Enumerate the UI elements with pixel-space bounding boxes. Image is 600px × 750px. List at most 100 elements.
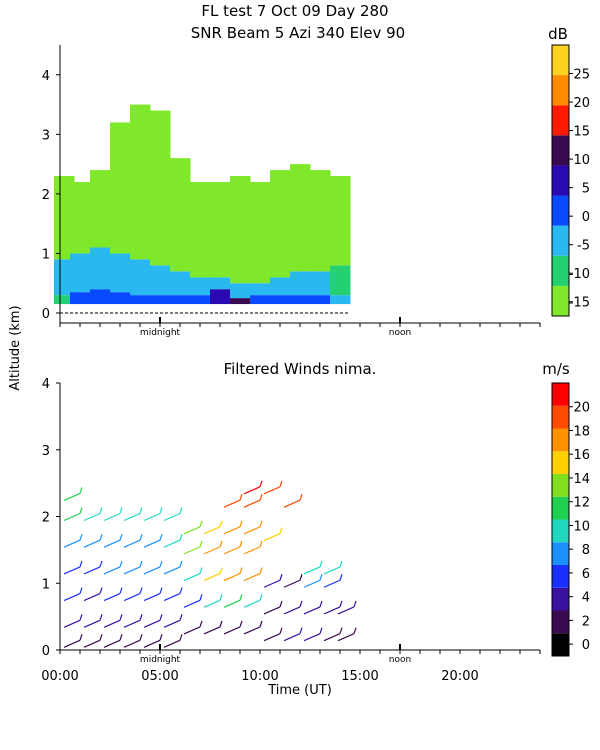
snr-column-10 — [250, 181, 271, 305]
snr-column-0 — [54, 176, 75, 305]
wind-colorbar-frame — [551, 382, 570, 657]
wind-barb-flag — [259, 493, 263, 501]
snr-cell — [190, 295, 211, 305]
wind-barb-flag — [199, 540, 203, 548]
wind-ytick-label: 2 — [42, 511, 50, 526]
wind-barb — [63, 593, 81, 602]
wind-barb-flag — [279, 627, 283, 634]
wind-barb-flag — [319, 574, 323, 581]
wind-barb-flag — [339, 560, 343, 568]
wind-barb-flag — [139, 634, 143, 641]
snr-cell — [230, 283, 251, 299]
wind-barb-flag — [179, 614, 183, 621]
wind-barb — [83, 512, 101, 522]
wind-barb-flag — [79, 614, 83, 621]
wind-barb-flag — [299, 574, 303, 581]
wind-barb-flag — [79, 487, 83, 494]
wind-colorbar-label: 14 — [573, 472, 590, 487]
wind-column-3 — [123, 507, 143, 648]
snr-cell — [150, 295, 171, 305]
snr-colorbar-label: 15 — [573, 125, 590, 140]
wind-barb — [203, 626, 221, 635]
wind-colorbar-swatch — [552, 496, 569, 520]
snr-cell — [330, 295, 351, 305]
wind-barb — [337, 633, 355, 642]
snr-cell — [250, 295, 271, 305]
snr-cell — [250, 283, 271, 296]
wind-barb-flag — [219, 594, 223, 601]
snr-colorbar-label: -15 — [569, 296, 590, 311]
wind-barb — [263, 532, 281, 542]
snr-colorbar-swatch — [552, 255, 569, 286]
snr-column-14 — [330, 176, 351, 305]
wind-barb — [103, 539, 121, 548]
y-axis-label: Altitude (km) — [8, 305, 23, 390]
wind-column-4 — [143, 507, 163, 648]
wind-barb — [263, 606, 281, 615]
wind-barb-flag — [99, 560, 103, 568]
wind-barb-flag — [99, 507, 103, 514]
wind-barb — [103, 566, 121, 575]
wind-column-6 — [183, 520, 203, 635]
wind-barb-flag — [179, 534, 183, 541]
snr-column-1 — [70, 181, 91, 305]
wind-barb-flag — [119, 534, 123, 541]
snr-cell — [70, 292, 91, 305]
wind-barb — [103, 619, 121, 628]
figure-title: FL test 7 Oct 09 Day 280 — [201, 2, 388, 20]
snr-cell — [90, 170, 111, 248]
snr-colorbar-label: -5 — [577, 239, 590, 254]
wind-barb — [303, 606, 321, 615]
wind-barb — [143, 619, 161, 628]
wind-barb-flag — [179, 507, 183, 514]
wind-barb-flag — [139, 560, 143, 568]
wind-colorbar-swatch — [552, 474, 569, 497]
wind-barb — [143, 566, 161, 575]
wind-colorbar-swatch — [552, 451, 569, 474]
wind-colorbar-swatch — [552, 405, 569, 429]
wind-barb — [123, 593, 141, 602]
wind-barb-flag — [259, 520, 263, 528]
snr-cell — [150, 110, 171, 266]
snr-marker-label: midnight — [140, 328, 181, 338]
wind-barb — [183, 526, 201, 535]
wind-colorbar-swatch — [552, 633, 569, 656]
wind-colorbar-swatch — [552, 587, 569, 611]
snr-cell — [54, 176, 75, 260]
snr-colorbar-label: 10 — [573, 153, 590, 168]
wind-column-10 — [263, 480, 283, 642]
wind-barb-flag — [239, 594, 243, 601]
wind-barb-flag — [279, 600, 283, 608]
wind-barb-flag — [179, 634, 183, 641]
snr-colorbar-swatch — [552, 195, 569, 226]
snr-cell — [230, 298, 251, 305]
snr-colorbar-label: -10 — [569, 267, 590, 282]
snr-cell — [70, 181, 91, 254]
wind-column-1 — [83, 507, 103, 648]
snr-column-4 — [130, 104, 151, 305]
wind-barb-flag — [319, 627, 323, 634]
wind-barb-flag — [99, 534, 103, 541]
wind-barb — [243, 546, 261, 555]
wind-barb — [163, 639, 181, 648]
wind-colorbar-label: 20 — [573, 401, 590, 416]
wind-barb-flag — [299, 600, 303, 608]
snr-cell — [190, 277, 211, 296]
wind-barb-flag — [239, 567, 243, 574]
snr-colorbar-swatch — [552, 135, 569, 166]
wind-barb — [223, 546, 241, 555]
wind-colorbar-label: 0 — [582, 638, 590, 653]
wind-barb — [83, 619, 101, 628]
wind-colorbar-label: 10 — [573, 519, 590, 534]
wind-column-13 — [323, 560, 343, 642]
wind-colorbar-swatch — [552, 565, 569, 588]
wind-barb — [163, 593, 181, 602]
wind-barb-flag — [159, 507, 163, 514]
wind-barb — [283, 633, 301, 642]
snr-cell — [290, 295, 311, 305]
snr-cell — [54, 259, 75, 296]
wind-barb — [63, 639, 81, 648]
wind-marker-label: midnight — [140, 655, 181, 665]
wind-barb-flag — [159, 534, 163, 541]
